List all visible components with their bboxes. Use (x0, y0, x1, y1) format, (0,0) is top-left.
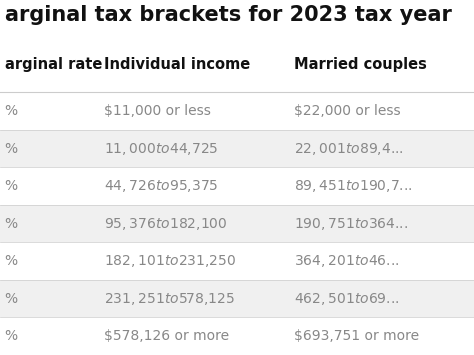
Text: $231,251 to $578,125: $231,251 to $578,125 (104, 291, 236, 307)
Text: $364,201 to $46...: $364,201 to $46... (294, 253, 399, 269)
Text: $578,126 or more: $578,126 or more (104, 329, 229, 343)
Bar (0, 92, 474, 130)
Text: %: % (5, 179, 18, 193)
Text: $44,726 to $95,375: $44,726 to $95,375 (104, 178, 219, 194)
Text: $462,501 to $69...: $462,501 to $69... (294, 291, 399, 307)
Text: arginal tax brackets for 2023 tax year: arginal tax brackets for 2023 tax year (5, 5, 452, 25)
Bar (0, 317, 474, 355)
Text: $22,000 or less: $22,000 or less (294, 104, 401, 118)
Text: $22,001 to $89,4...: $22,001 to $89,4... (294, 141, 404, 157)
Text: $693,751 or more: $693,751 or more (294, 329, 419, 343)
Text: %: % (5, 254, 18, 268)
Text: %: % (5, 329, 18, 343)
Text: %: % (5, 104, 18, 118)
Bar (0, 55, 474, 92)
Text: $190,751 to $364...: $190,751 to $364... (294, 215, 408, 232)
Bar (0, 280, 474, 317)
Bar (0, 167, 474, 205)
Text: $11,000 or less: $11,000 or less (104, 104, 211, 118)
Text: arginal rate: arginal rate (5, 57, 102, 72)
Bar (0, 205, 474, 242)
Text: $11,000 to $44,725: $11,000 to $44,725 (104, 141, 219, 157)
Bar (0, 130, 474, 167)
Text: %: % (5, 292, 18, 306)
Text: $95,376 to $182,100: $95,376 to $182,100 (104, 215, 228, 232)
Text: %: % (5, 142, 18, 155)
Text: $182,101 to $231,250: $182,101 to $231,250 (104, 253, 237, 269)
Text: %: % (5, 217, 18, 231)
Text: $89,451 to $190,7...: $89,451 to $190,7... (294, 178, 412, 194)
Bar (0, 242, 474, 280)
Text: Individual income: Individual income (104, 57, 251, 72)
Text: Married couples: Married couples (294, 57, 427, 72)
